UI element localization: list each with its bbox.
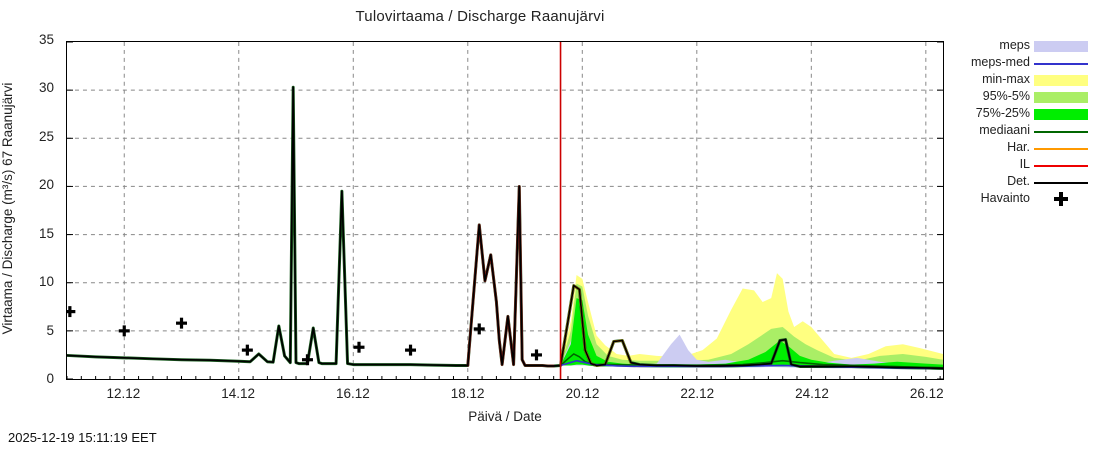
y-tick-30: 30 [38, 80, 54, 96]
observation-marker [118, 325, 130, 337]
legend-swatch-icon [1034, 92, 1088, 103]
legend-line-icon [1034, 182, 1088, 184]
legend-swatch-icon [1034, 75, 1088, 86]
series-mediaani [559, 353, 943, 369]
legend-swatch-icon [1034, 41, 1088, 52]
series-det [67, 86, 943, 370]
series-layer [67, 42, 943, 379]
observation-marker [241, 344, 253, 356]
x-axis-label: Päivä / Date [468, 409, 542, 424]
legend-item-det-[interactable]: Det. [948, 174, 1096, 191]
legend-label: Har. [1007, 140, 1030, 154]
legend-label: 95%-5% [982, 89, 1030, 103]
x-tick-12.12: 12.12 [106, 386, 141, 401]
y-tick-10: 10 [38, 274, 54, 290]
legend-swatch-icon [1034, 109, 1088, 120]
observation-marker [531, 349, 542, 361]
x-tick-18.12: 18.12 [450, 386, 485, 401]
y-axis-ticks: 0 5 10 15 20 25 30 35 [0, 0, 62, 450]
y-tick-15: 15 [38, 225, 54, 241]
legend-label: IL [1019, 157, 1030, 171]
x-tick-24.12: 24.12 [795, 386, 829, 401]
plot-area [66, 41, 944, 380]
x-tick-16.12: 16.12 [336, 386, 370, 401]
legend-line-icon [1034, 148, 1088, 150]
legend-line-icon [1034, 63, 1088, 65]
x-tick-22.12: 22.12 [680, 386, 715, 401]
y-tick-20: 20 [38, 177, 54, 193]
legend-label: Havainto [980, 191, 1030, 205]
legend-item-min-max[interactable]: min-max [948, 72, 1096, 89]
legend-label: Det. [1007, 174, 1030, 188]
grid-layer [67, 42, 943, 379]
legend-label: 75%-25% [975, 106, 1030, 120]
band-min-max [560, 273, 943, 370]
legend-item-meps[interactable]: meps [948, 38, 1096, 55]
uncertainty-bands-layer [560, 273, 943, 370]
observation-marker [353, 341, 365, 353]
legend-item-har-[interactable]: Har. [948, 140, 1096, 157]
observation-marker [405, 344, 417, 356]
legend-item-mediaani[interactable]: mediaani [948, 123, 1096, 140]
y-tick-0: 0 [46, 371, 54, 386]
x-tick-26.12: 26.12 [909, 386, 944, 401]
timestamp-label: 2025-12-19 15:11:19 EET [8, 430, 157, 445]
legend-item-95-5-[interactable]: 95%-5% [948, 89, 1096, 106]
observation-marker [301, 354, 313, 366]
legend-item-il[interactable]: IL [948, 157, 1096, 174]
legend-label: meps [999, 38, 1030, 52]
y-tick-25: 25 [38, 128, 54, 144]
x-tick-14.12: 14.12 [221, 386, 256, 401]
legend-line-icon [1034, 165, 1088, 167]
band-75%-25% [560, 298, 943, 370]
legend-label: min-max [982, 72, 1030, 86]
legend-label: mediaani [979, 123, 1030, 137]
legend-line-icon [1034, 131, 1088, 133]
legend-item-meps-med[interactable]: meps-med [948, 55, 1096, 72]
observation-marker [473, 323, 485, 335]
legend: meps meps-med min-max 95%-5% 75%-25% mediaani… [948, 38, 1096, 208]
band-meps [560, 330, 943, 370]
series-mediaani-history [67, 85, 943, 370]
page-title: Tulovirtaama / Discharge Raanujärvi [355, 8, 605, 25]
legend-label: meps-med [970, 55, 1030, 69]
y-tick-5: 5 [46, 322, 54, 338]
legend-item-75-25-[interactable]: 75%-25% [948, 106, 1096, 123]
observation-marker [67, 306, 76, 318]
x-tick-20.12: 20.12 [565, 386, 600, 401]
legend-plus-icon [1054, 192, 1068, 206]
legend-item-havainto[interactable]: Havainto [948, 191, 1096, 208]
observation-marker [176, 317, 187, 329]
y-tick-35: 35 [38, 32, 54, 47]
